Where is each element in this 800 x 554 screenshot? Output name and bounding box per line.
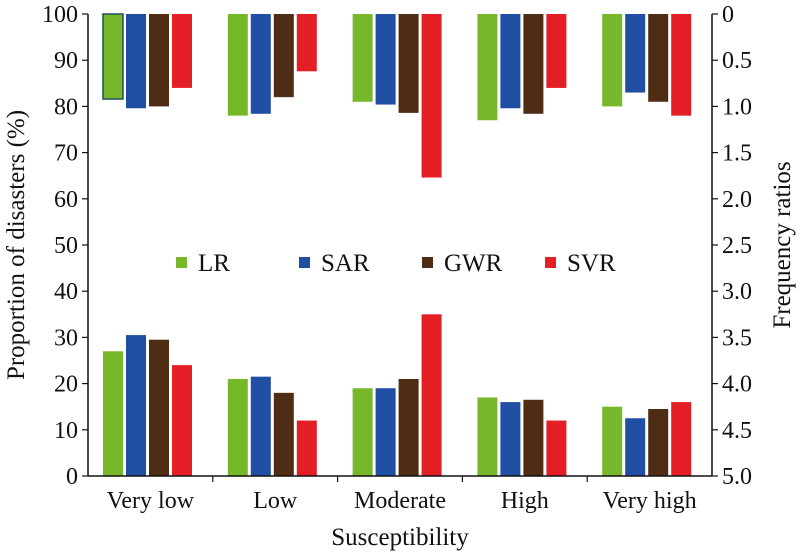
proportion-bar — [149, 339, 169, 476]
legend-label: LR — [198, 250, 230, 277]
proportion-bar — [671, 402, 692, 476]
proportion-bar — [352, 388, 373, 476]
proportion-bar — [602, 406, 623, 476]
left-tick-label: 80 — [54, 94, 78, 120]
left-tick-label: 90 — [54, 48, 78, 74]
left-tick-label: 70 — [54, 141, 78, 167]
right-tick-label: 4.5 — [722, 418, 752, 444]
legend-swatch — [422, 257, 433, 268]
right-tick-label: 1.0 — [722, 94, 752, 120]
proportion-bar — [421, 314, 442, 476]
frequency-ratio-bar — [102, 13, 124, 100]
right-tick-label: 1.5 — [722, 141, 752, 167]
left-tick-label: 10 — [54, 418, 78, 444]
frequency-ratio-bar — [477, 14, 498, 121]
x-tick-label: Very low — [107, 488, 195, 514]
ticks-layer: 0 10 20 30 40 50 60 70 80 90 100 0 0.5 1.0 1.5 2.0 2.5 3.… — [42, 2, 752, 514]
right-tick-label: 2.0 — [722, 187, 752, 213]
proportion-bar — [227, 378, 248, 476]
bars-layer — [102, 13, 692, 476]
left-tick-label: 0 — [66, 464, 78, 490]
proportion-bar — [273, 392, 294, 476]
frequency-ratio-bar — [375, 14, 396, 105]
proportion-bar — [648, 409, 669, 476]
x-tick-label: Moderate — [354, 488, 446, 514]
right-tick-label: 4.0 — [722, 372, 752, 398]
proportion-bar — [477, 397, 498, 476]
left-tick-label: 60 — [54, 187, 78, 213]
frequency-ratio-bar — [546, 14, 567, 88]
left-tick-label: 40 — [54, 279, 78, 305]
proportion-bar — [250, 376, 271, 476]
legend-swatch — [545, 257, 556, 268]
proportion-bar — [172, 365, 192, 476]
frequency-ratio-bar — [273, 14, 294, 98]
proportion-bar — [625, 418, 646, 476]
proportion-bar — [103, 351, 123, 476]
proportion-bar — [126, 335, 146, 476]
y-axis-left-title: Proportion of disasters (%) — [3, 110, 30, 380]
x-tick-label: High — [501, 488, 549, 514]
proportion-bar — [296, 420, 317, 476]
legend-label: GWR — [444, 250, 503, 277]
proportion-bar — [523, 399, 544, 476]
frequency-ratio-bar — [227, 14, 248, 116]
right-tick-label: 3.5 — [722, 325, 752, 351]
y-axis-right-title: Frequency ratios — [769, 161, 796, 328]
left-tick-label: 50 — [54, 233, 78, 259]
proportion-bar — [398, 378, 419, 476]
frequency-ratio-bar — [149, 14, 169, 107]
frequency-ratio-bar — [172, 14, 192, 88]
frequency-ratio-bar — [352, 14, 373, 102]
legend: LR SAR GWR SVR — [176, 250, 616, 277]
right-tick-label: 3.0 — [722, 279, 752, 305]
left-tick-label: 30 — [54, 325, 78, 351]
right-tick-label: 2.5 — [722, 233, 752, 259]
frequency-ratio-bar — [602, 14, 623, 107]
frequency-ratio-bar — [250, 14, 271, 114]
frequency-ratio-bar — [500, 14, 521, 109]
frequency-ratio-bar — [296, 14, 317, 72]
frequency-ratio-bar — [421, 14, 442, 178]
frequency-ratio-bar — [625, 14, 646, 93]
x-axis-title: Susceptibility — [331, 524, 469, 551]
legend-label: SVR — [567, 250, 616, 277]
legend-swatch — [299, 257, 310, 268]
proportion-bar — [375, 388, 396, 476]
legend-swatch — [176, 257, 187, 268]
frequency-ratio-bar — [523, 14, 544, 114]
right-tick-label: 5.0 — [722, 464, 752, 490]
left-tick-label: 100 — [42, 2, 78, 28]
x-tick-label: Very high — [603, 488, 697, 514]
left-tick-label: 20 — [54, 372, 78, 398]
x-tick-label: Low — [253, 488, 298, 514]
proportion-bar — [500, 402, 521, 476]
frequency-ratio-bar — [648, 14, 669, 102]
frequency-ratio-bar — [671, 14, 692, 116]
frequency-ratio-bar — [398, 14, 419, 113]
right-tick-label: 0.5 — [722, 48, 752, 74]
right-tick-label: 0 — [722, 2, 734, 28]
proportion-bar — [546, 420, 567, 476]
legend-label: SAR — [321, 250, 370, 277]
frequency-ratio-bar — [126, 14, 146, 109]
